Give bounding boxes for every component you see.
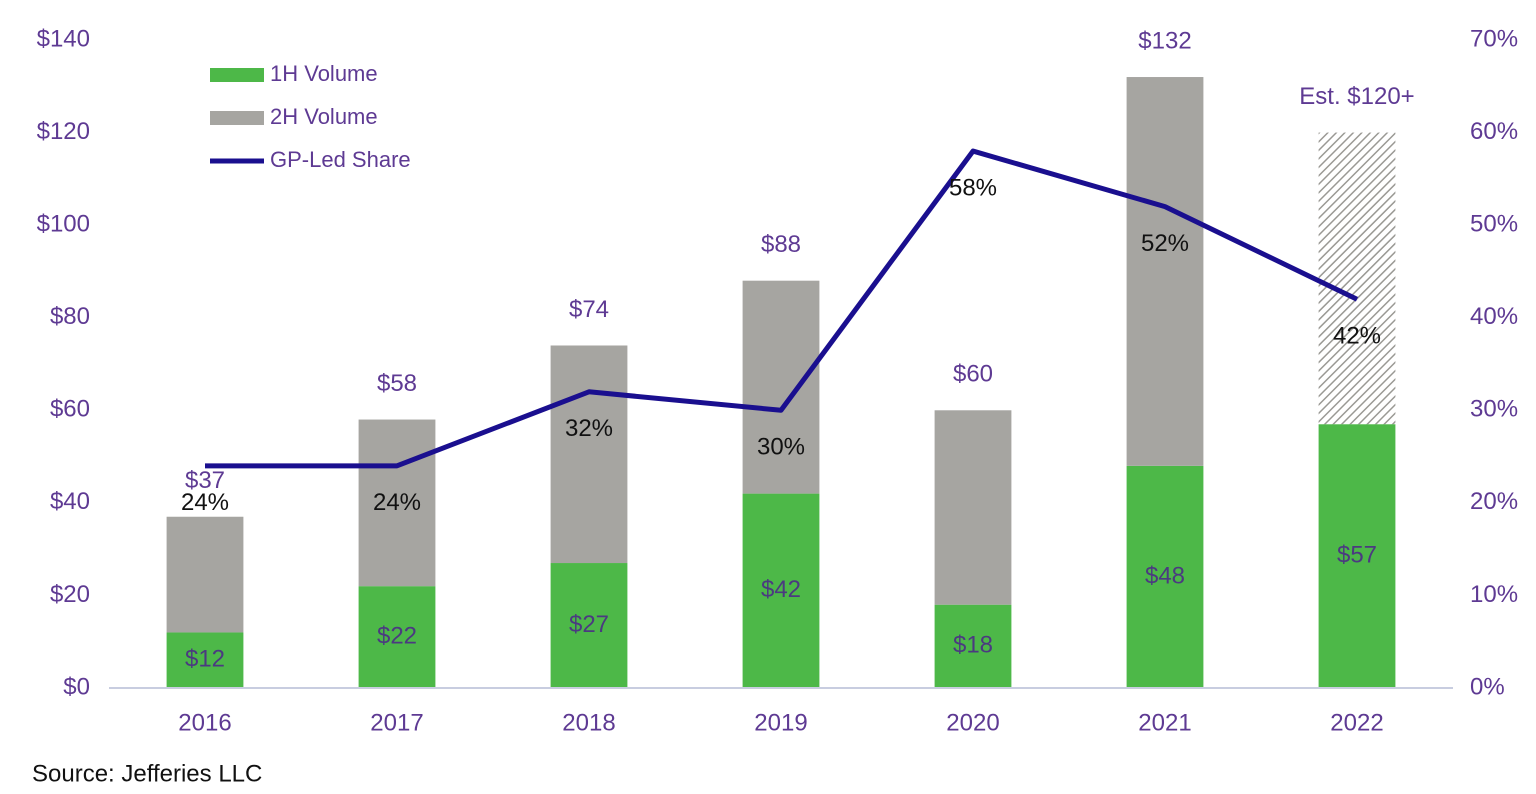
total-label: $60: [953, 361, 993, 388]
line-value-label: 24%: [373, 489, 421, 516]
bar-segment: [1318, 132, 1396, 425]
bar-segment: [358, 419, 436, 587]
share-line: [205, 148, 1359, 469]
source-note: Source: Jefferies LLC: [32, 760, 262, 787]
legend-label: 2H Volume: [270, 104, 378, 129]
y2-tick-label: 10%: [1470, 581, 1518, 608]
total-label: $88: [761, 231, 801, 258]
y-tick-label: $60: [50, 396, 90, 423]
bar-value-label: $42: [761, 576, 801, 603]
bar-segment: [742, 493, 820, 688]
bar-value-label: $12: [185, 646, 225, 673]
bar-segment: [550, 563, 628, 688]
line-value-label: 30%: [757, 434, 805, 461]
y2-tick-label: 20%: [1470, 488, 1518, 515]
legend-swatch: [210, 111, 264, 125]
bar-value-label: $57: [1337, 541, 1377, 568]
y-tick-label: $140: [37, 25, 90, 52]
bar-value-label: $18: [953, 632, 993, 659]
bar-segment: [166, 632, 244, 688]
x-tick-label: 2020: [946, 709, 999, 736]
bar-value-label: $27: [569, 611, 609, 638]
x-tick-label: 2019: [754, 709, 807, 736]
legend-label: GP-Led Share: [270, 147, 411, 172]
y-tick-label: $40: [50, 488, 90, 515]
bar-value-label: $22: [377, 622, 417, 649]
bar-segment: [1126, 77, 1204, 466]
y-tick-label: $20: [50, 581, 90, 608]
line-value-label: 42%: [1333, 323, 1381, 350]
bar-value-label: $48: [1145, 562, 1185, 589]
bar-segment: [1126, 465, 1204, 688]
legend-swatch: [210, 68, 264, 82]
y2-tick-label: 30%: [1470, 396, 1518, 423]
x-tick-label: 2017: [370, 709, 423, 736]
x-tick-label: 2018: [562, 709, 615, 736]
total-label: $132: [1138, 27, 1191, 54]
line-value-label: 58%: [949, 174, 997, 201]
x-tick-label: 2021: [1138, 709, 1191, 736]
y2-tick-label: 0%: [1470, 673, 1505, 700]
bar-segment: [934, 604, 1012, 688]
y2-tick-label: 60%: [1470, 118, 1518, 145]
x-tick-label: 2016: [178, 709, 231, 736]
bar-segment: [358, 586, 436, 688]
bar-segment: [1318, 424, 1396, 688]
y2-tick-label: 40%: [1470, 303, 1518, 330]
bar-segment: [550, 345, 628, 564]
bar-segment: [934, 410, 1012, 605]
bar-segment: [166, 516, 244, 633]
y-tick-label: $100: [37, 210, 90, 237]
y2-tick-label: 70%: [1470, 25, 1518, 52]
line-value-label: 52%: [1141, 230, 1189, 257]
x-tick-label: 2022: [1330, 709, 1383, 736]
y-tick-label: $120: [37, 118, 90, 145]
total-label: $58: [377, 370, 417, 397]
total-label: $37: [185, 467, 225, 494]
y2-tick-label: 50%: [1470, 210, 1518, 237]
line-value-label: 32%: [565, 415, 613, 442]
y-tick-label: $80: [50, 303, 90, 330]
bar-segment: [742, 280, 820, 494]
line-value-label: 24%: [181, 489, 229, 516]
total-label: $74: [569, 296, 609, 323]
total-label: Est. $120+: [1299, 83, 1414, 110]
legend-label: 1H Volume: [270, 61, 378, 86]
y-tick-label: $0: [63, 673, 90, 700]
